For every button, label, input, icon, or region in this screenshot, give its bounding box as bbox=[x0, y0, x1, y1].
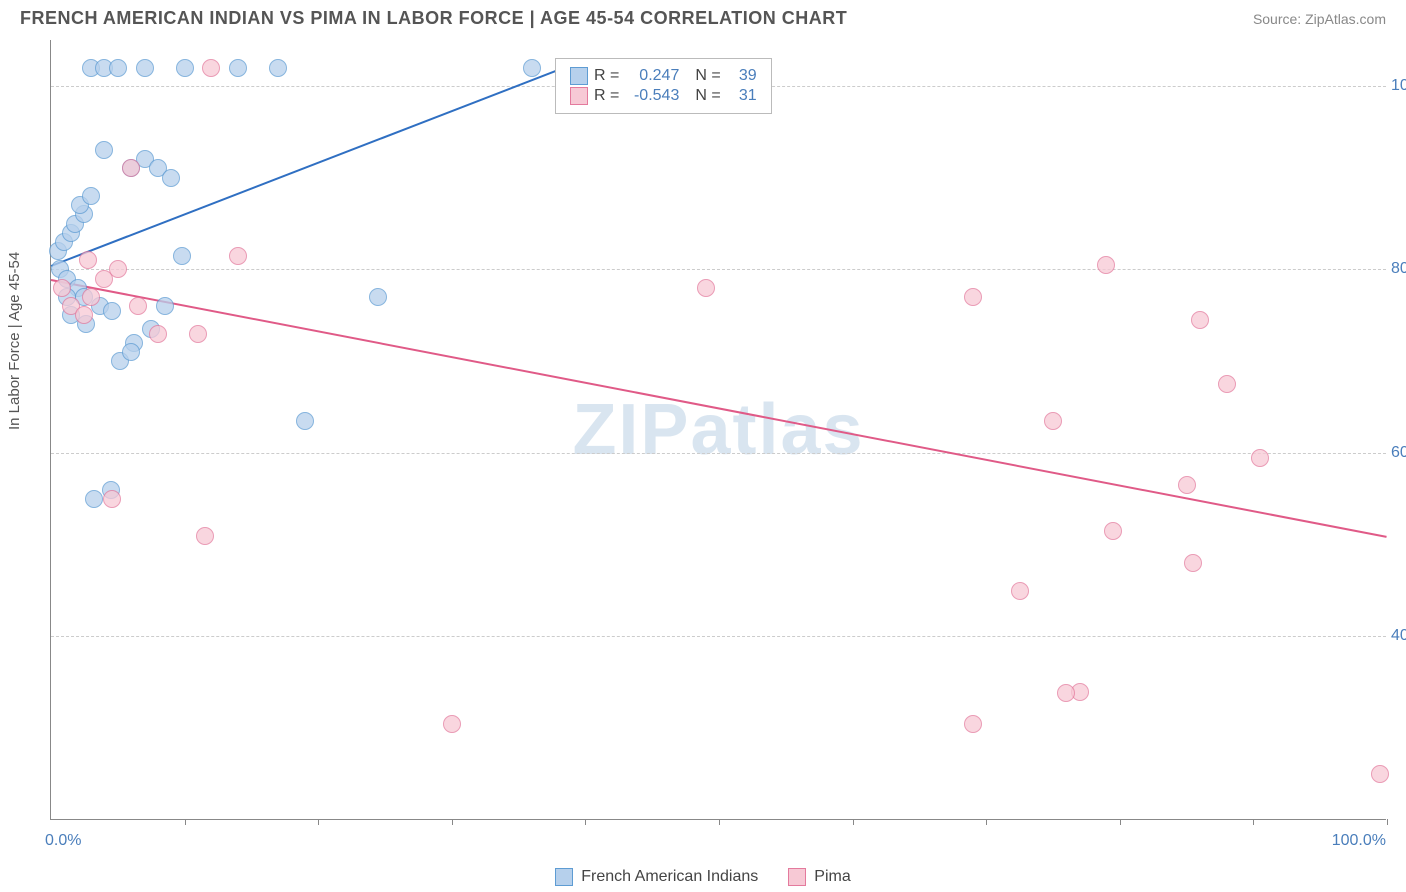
data-point bbox=[156, 297, 174, 315]
y-tick-label: 80.0% bbox=[1391, 260, 1406, 278]
r-value: 0.247 bbox=[625, 67, 679, 85]
data-point bbox=[82, 288, 100, 306]
legend-swatch bbox=[570, 87, 588, 105]
legend-swatch bbox=[570, 67, 588, 85]
data-point bbox=[75, 306, 93, 324]
y-tick-label: 40.0% bbox=[1391, 627, 1406, 645]
data-point bbox=[443, 715, 461, 733]
data-point bbox=[296, 412, 314, 430]
gridline bbox=[51, 453, 1386, 454]
data-point bbox=[1371, 765, 1389, 783]
data-point bbox=[103, 302, 121, 320]
legend-label: French American Indians bbox=[581, 868, 758, 886]
data-point bbox=[964, 288, 982, 306]
data-point bbox=[162, 169, 180, 187]
trend-line bbox=[51, 279, 1387, 538]
x-axis-label-max: 100.0% bbox=[1332, 832, 1386, 850]
plot-area: ZIPatlas 40.0%60.0%80.0%100.0% bbox=[50, 40, 1386, 820]
data-point bbox=[964, 715, 982, 733]
x-tick bbox=[1387, 819, 1388, 825]
legend-item: French American Indians bbox=[555, 868, 758, 886]
n-value: 39 bbox=[727, 67, 757, 85]
data-point bbox=[1251, 449, 1269, 467]
data-point bbox=[109, 59, 127, 77]
legend-item: Pima bbox=[788, 868, 850, 886]
x-tick bbox=[853, 819, 854, 825]
legend-swatch bbox=[555, 868, 573, 886]
x-tick bbox=[452, 819, 453, 825]
r-value: -0.543 bbox=[625, 87, 679, 105]
data-point bbox=[1057, 684, 1075, 702]
data-point bbox=[1184, 554, 1202, 572]
y-tick-label: 60.0% bbox=[1391, 444, 1406, 462]
data-point bbox=[85, 490, 103, 508]
data-point bbox=[103, 490, 121, 508]
data-point bbox=[109, 260, 127, 278]
x-axis-label-min: 0.0% bbox=[45, 832, 81, 850]
data-point bbox=[1191, 311, 1209, 329]
x-tick bbox=[719, 819, 720, 825]
data-point bbox=[196, 527, 214, 545]
data-point bbox=[369, 288, 387, 306]
legend-label: Pima bbox=[814, 868, 850, 886]
series-legend: French American Indians Pima bbox=[0, 868, 1406, 886]
x-tick bbox=[318, 819, 319, 825]
data-point bbox=[122, 343, 140, 361]
data-point bbox=[1178, 476, 1196, 494]
stats-row: R = -0.543 N = 31 bbox=[570, 87, 757, 105]
data-point bbox=[82, 187, 100, 205]
gridline bbox=[51, 269, 1386, 270]
source-label: Source: ZipAtlas.com bbox=[1253, 11, 1386, 27]
data-point bbox=[229, 247, 247, 265]
data-point bbox=[1097, 256, 1115, 274]
stats-legend: R = 0.247 N = 39 R = -0.543 N = 31 bbox=[555, 58, 772, 114]
data-point bbox=[129, 297, 147, 315]
data-point bbox=[79, 251, 97, 269]
x-tick bbox=[1253, 819, 1254, 825]
data-point bbox=[1011, 582, 1029, 600]
r-label: R = bbox=[594, 87, 619, 105]
gridline bbox=[51, 636, 1386, 637]
data-point bbox=[229, 59, 247, 77]
n-label: N = bbox=[695, 87, 720, 105]
stats-row: R = 0.247 N = 39 bbox=[570, 67, 757, 85]
data-point bbox=[1218, 375, 1236, 393]
data-point bbox=[697, 279, 715, 297]
data-point bbox=[189, 325, 207, 343]
data-point bbox=[269, 59, 287, 77]
x-tick bbox=[986, 819, 987, 825]
y-axis-title: In Labor Force | Age 45-54 bbox=[6, 252, 23, 430]
watermark: ZIPatlas bbox=[572, 389, 864, 471]
data-point bbox=[202, 59, 220, 77]
n-label: N = bbox=[695, 67, 720, 85]
legend-swatch bbox=[788, 868, 806, 886]
y-tick-label: 100.0% bbox=[1391, 77, 1406, 95]
data-point bbox=[95, 141, 113, 159]
data-point bbox=[523, 59, 541, 77]
data-point bbox=[173, 247, 191, 265]
x-tick bbox=[185, 819, 186, 825]
data-point bbox=[176, 59, 194, 77]
data-point bbox=[136, 59, 154, 77]
data-point bbox=[53, 279, 71, 297]
data-point bbox=[122, 159, 140, 177]
data-point bbox=[1104, 522, 1122, 540]
r-label: R = bbox=[594, 67, 619, 85]
data-point bbox=[1044, 412, 1062, 430]
n-value: 31 bbox=[727, 87, 757, 105]
x-tick bbox=[585, 819, 586, 825]
chart-title: FRENCH AMERICAN INDIAN VS PIMA IN LABOR … bbox=[20, 8, 847, 29]
data-point bbox=[149, 325, 167, 343]
x-tick bbox=[1120, 819, 1121, 825]
